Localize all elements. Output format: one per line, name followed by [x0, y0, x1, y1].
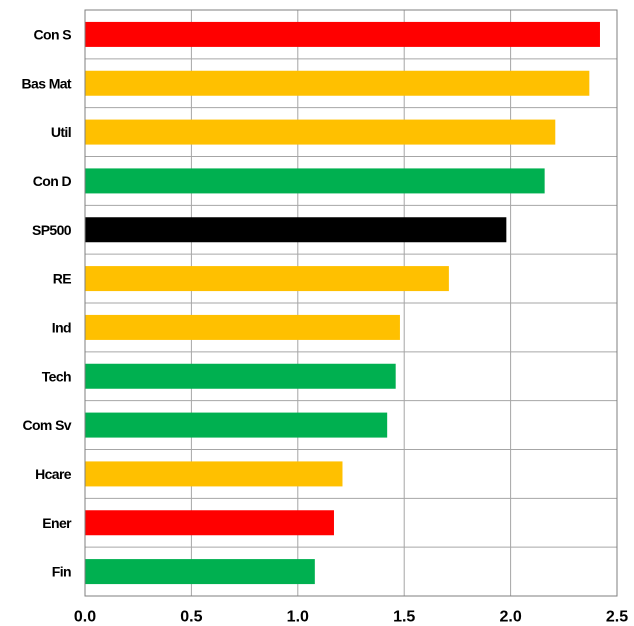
bar — [85, 119, 556, 145]
category-label: Hcare — [35, 466, 72, 482]
bar — [85, 70, 590, 96]
category-label: RE — [53, 271, 72, 287]
category-label: Com Sv — [22, 417, 71, 433]
plot-frame — [84, 9, 618, 597]
bar — [85, 217, 507, 243]
category-label: Fin — [52, 564, 71, 580]
category-label: SP500 — [32, 222, 72, 238]
category-label: Ener — [42, 515, 72, 531]
bar — [85, 559, 315, 585]
x-tick-label: 0.5 — [180, 609, 202, 626]
x-tick-label: 2.5 — [606, 609, 628, 626]
category-label: Bas Mat — [22, 75, 72, 91]
bar — [85, 168, 545, 194]
category-labels: Con S Bas Mat Util Con D SP500 RE Ind Tech Com S… — [22, 26, 73, 579]
bar — [85, 412, 388, 438]
x-tick-label: 0.0 — [74, 609, 96, 626]
x-tick-label: 2.0 — [499, 609, 521, 626]
bar — [85, 21, 600, 47]
x-tick-label: 1.5 — [393, 609, 415, 626]
bar — [85, 363, 396, 389]
grid-lines — [84, 10, 618, 596]
category-label: Con S — [34, 26, 72, 42]
category-label: Ind — [52, 319, 71, 335]
bars — [85, 21, 600, 585]
category-label: Con D — [33, 173, 72, 189]
bar — [85, 510, 334, 536]
bar — [85, 266, 449, 292]
bar — [85, 314, 400, 340]
bar — [85, 461, 343, 487]
category-label: Tech — [42, 368, 71, 384]
category-label: Util — [51, 124, 71, 140]
x-tick-label: 1.0 — [287, 609, 309, 626]
x-tick-labels: 0.0 0.5 1.0 1.5 2.0 2.5 — [74, 609, 628, 626]
